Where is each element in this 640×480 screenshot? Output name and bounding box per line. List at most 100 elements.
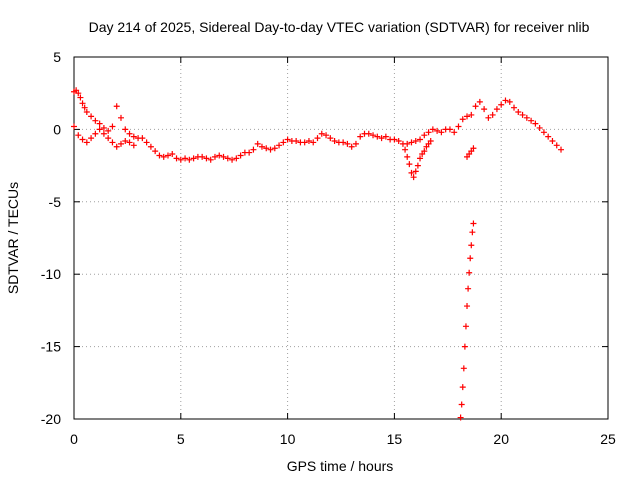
data-point	[352, 140, 359, 147]
data-point	[506, 98, 513, 105]
data-point	[216, 152, 223, 159]
data-point	[75, 132, 82, 139]
data-point	[549, 137, 556, 144]
data-point	[532, 120, 539, 127]
data-point	[246, 149, 253, 156]
data-point	[459, 116, 466, 123]
data-point	[502, 97, 509, 104]
data-point	[190, 155, 197, 162]
data-point	[263, 145, 270, 152]
data-point	[470, 220, 477, 227]
data-point	[466, 269, 473, 276]
data-point	[182, 155, 189, 162]
data-point	[126, 130, 133, 137]
data-point	[109, 123, 116, 130]
data-point	[558, 146, 565, 153]
series-short-segment	[464, 145, 477, 160]
data-point	[224, 155, 231, 162]
data-point	[113, 143, 120, 150]
data-point	[117, 114, 124, 121]
x-axis-title: GPS time / hours	[287, 458, 394, 474]
data-point	[301, 139, 308, 146]
y-tick-label: 5	[53, 49, 61, 65]
data-point	[519, 111, 526, 118]
data-point	[130, 142, 137, 149]
data-point	[382, 133, 389, 140]
data-point	[77, 94, 84, 101]
data-point	[271, 145, 278, 152]
data-point	[109, 139, 116, 146]
y-tick-labels: 5 0 -5 -10 -15 -20	[41, 49, 61, 427]
data-point	[280, 139, 287, 146]
data-point	[284, 136, 291, 143]
data-point	[485, 114, 492, 121]
data-point	[81, 104, 88, 111]
data-point	[169, 151, 176, 158]
data-point	[374, 133, 381, 140]
y-tick-label: -20	[41, 411, 61, 427]
data-point	[147, 143, 154, 150]
series-steep-branch	[457, 220, 477, 421]
data-point	[370, 132, 377, 139]
data-point	[402, 146, 409, 153]
data-point	[130, 133, 137, 140]
data-point	[395, 137, 402, 144]
data-point	[427, 137, 434, 144]
data-point	[438, 129, 445, 136]
data-point	[83, 109, 90, 116]
data-point	[417, 155, 424, 162]
x-tick-label: 20	[493, 431, 509, 447]
data-point	[126, 139, 133, 146]
chart-title: Day 214 of 2025, Sidereal Day-to-day VTE…	[89, 19, 590, 35]
data-point	[88, 113, 95, 120]
x-tick-label: 10	[280, 431, 296, 447]
data-point	[417, 136, 424, 143]
data-point	[318, 130, 325, 137]
data-point	[455, 123, 462, 130]
data-point	[528, 117, 535, 124]
data-point	[340, 139, 347, 146]
data-point	[327, 135, 334, 142]
data-point	[186, 156, 193, 163]
data-point	[365, 130, 372, 137]
data-point	[100, 130, 107, 137]
data-point	[105, 127, 112, 134]
data-point	[314, 135, 321, 142]
data-point	[105, 135, 112, 142]
data-point	[207, 156, 214, 163]
data-point	[139, 135, 146, 142]
data-point	[71, 123, 77, 130]
data-point	[237, 152, 244, 159]
series-main-track	[71, 87, 565, 163]
data-point	[310, 139, 317, 146]
data-point	[92, 117, 99, 124]
x-tick-labels: 0 5 10 15 20 25	[70, 431, 616, 447]
data-point	[451, 129, 458, 136]
data-point	[468, 111, 475, 118]
data-point	[220, 153, 227, 160]
data-point	[229, 156, 236, 163]
y-tick-label: -5	[49, 194, 62, 210]
data-point	[143, 139, 150, 146]
data-point	[498, 101, 505, 108]
y-axis-title: SDTVAR / TECUs	[5, 182, 21, 294]
data-point	[464, 113, 471, 120]
data-point	[305, 137, 312, 144]
data-point	[410, 174, 417, 181]
data-point	[468, 242, 475, 249]
data-point	[511, 104, 518, 111]
data-point	[406, 161, 413, 168]
x-tick-label: 25	[600, 431, 616, 447]
data-point	[421, 132, 428, 139]
data-point	[117, 140, 124, 147]
ticks	[73, 56, 609, 420]
data-point	[152, 148, 159, 155]
data-point	[412, 137, 419, 144]
data-point	[83, 139, 90, 146]
data-point	[233, 155, 240, 162]
data-point	[515, 109, 522, 116]
data-point	[470, 145, 477, 152]
data-point	[122, 137, 129, 144]
data-point	[88, 135, 95, 142]
